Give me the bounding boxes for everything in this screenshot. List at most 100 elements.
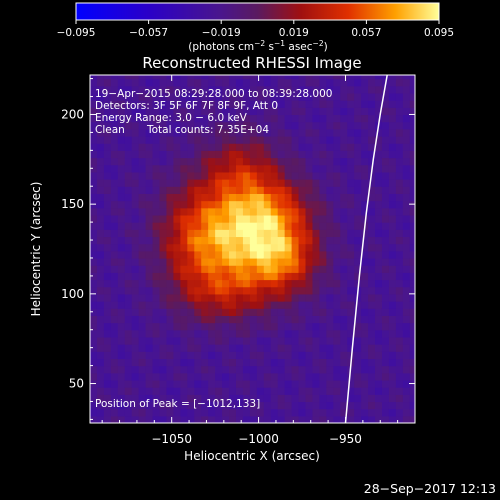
heatmap-cell [298,265,307,273]
heatmap-cell [312,365,321,374]
heatmap-cell [215,222,223,230]
heatmap-cell [117,128,126,137]
heatmap-cell [124,107,133,116]
heatmap-cell [361,157,369,166]
heatmap-cell [235,322,244,331]
heatmap-cell [375,315,383,324]
heatmap-cell [388,329,397,338]
heatmap-cell [208,78,216,87]
heatmap-cell [375,150,383,159]
heatmap-cell [96,365,105,374]
heatmap-cell [173,171,181,180]
heatmap-cell [242,222,251,230]
heatmap-cell [229,257,237,266]
heatmap-cell [333,272,341,281]
heatmap-cell [319,207,327,216]
heatmap-cell [361,171,369,180]
heatmap-cell [368,365,376,374]
heatmap-cell [361,387,369,395]
heatmap-cell [305,114,314,123]
heatmap-cell [138,100,147,108]
heatmap-cell [138,243,147,252]
heatmap-cell [263,394,272,403]
heatmap-cell [326,315,334,324]
heatmap-cell [361,186,369,194]
heatmap-cell [270,286,279,295]
heatmap-cell [319,351,327,360]
heatmap-cell [375,214,383,223]
heatmap-cell [361,164,369,173]
heatmap-cell [117,92,126,101]
heatmap-cell [201,186,209,194]
heatmap-cell [270,315,279,324]
heatmap-cell [242,351,251,360]
heatmap-cell [173,78,181,87]
heatmap-cell [388,394,397,403]
heatmap-cell [124,100,133,108]
heatmap-cell [222,265,230,273]
heatmap-cell [145,143,154,151]
heatmap-cell [340,301,348,309]
heatmap-cell [340,114,348,123]
heatmap-cell [201,214,209,223]
heatmap-cell [319,121,327,130]
heatmap-cell [284,250,293,259]
heatmap-cell [256,207,265,216]
heatmap-cell [277,365,286,374]
heatmap-cell [110,301,119,309]
heatmap-cell [249,279,258,288]
heatmap-cell [291,143,300,151]
heatmap-cell [90,143,98,151]
heatmap-cell [242,171,251,180]
heatmap-cell [249,100,258,108]
heatmap-cell [319,100,327,108]
heatmap-cell [381,408,390,417]
heatmap-cell [402,114,411,123]
heatmap-cell [194,107,202,116]
heatmap-cell [194,286,202,295]
heatmap-cell [201,279,209,288]
heatmap-cell [298,179,307,187]
solar-limb-curve [344,75,388,423]
heatmap-cell [347,150,355,159]
heatmap-cell [194,322,202,331]
heatmap-cell [215,78,223,87]
heatmap-cell [361,394,369,403]
heatmap-cell [187,308,195,316]
heatmap-cell [235,379,244,388]
heatmap-cell [173,186,181,194]
heatmap-cell [138,92,147,101]
heatmap-cell [333,143,341,151]
heatmap-cell [166,128,175,137]
heatmap-cell [117,179,126,187]
heatmap-cell [333,365,341,374]
heatmap-cell [402,265,411,273]
heatmap-cell [270,308,279,316]
heatmap-cell [194,315,202,324]
heatmap-cell [201,100,209,108]
heatmap-cell [166,164,175,173]
heatmap-cell [319,171,327,180]
heatmap-cell [347,243,355,252]
heatmap-cell [242,207,251,216]
heatmap-cell [298,214,307,223]
heatmap-cell [395,336,404,345]
heatmap-cell [229,222,237,230]
heatmap-cell [90,279,98,288]
heatmap-cell [361,286,369,295]
heatmap-cell [242,336,251,345]
heatmap-cell [368,394,376,403]
heatmap-cell [215,308,223,316]
heatmap-cell [256,121,265,130]
heatmap-cell [187,293,195,302]
heatmap-cell [361,85,369,94]
heatmap-cell [117,365,126,374]
heatmap-cell [312,250,321,259]
heatmap-cell [340,408,348,417]
heatmap-cell [368,85,376,94]
heatmap-cell [298,150,307,159]
heatmap-cell [284,164,293,173]
heatmap-cell [298,336,307,345]
heatmap-cell [361,207,369,216]
heatmap-cell [215,164,223,173]
